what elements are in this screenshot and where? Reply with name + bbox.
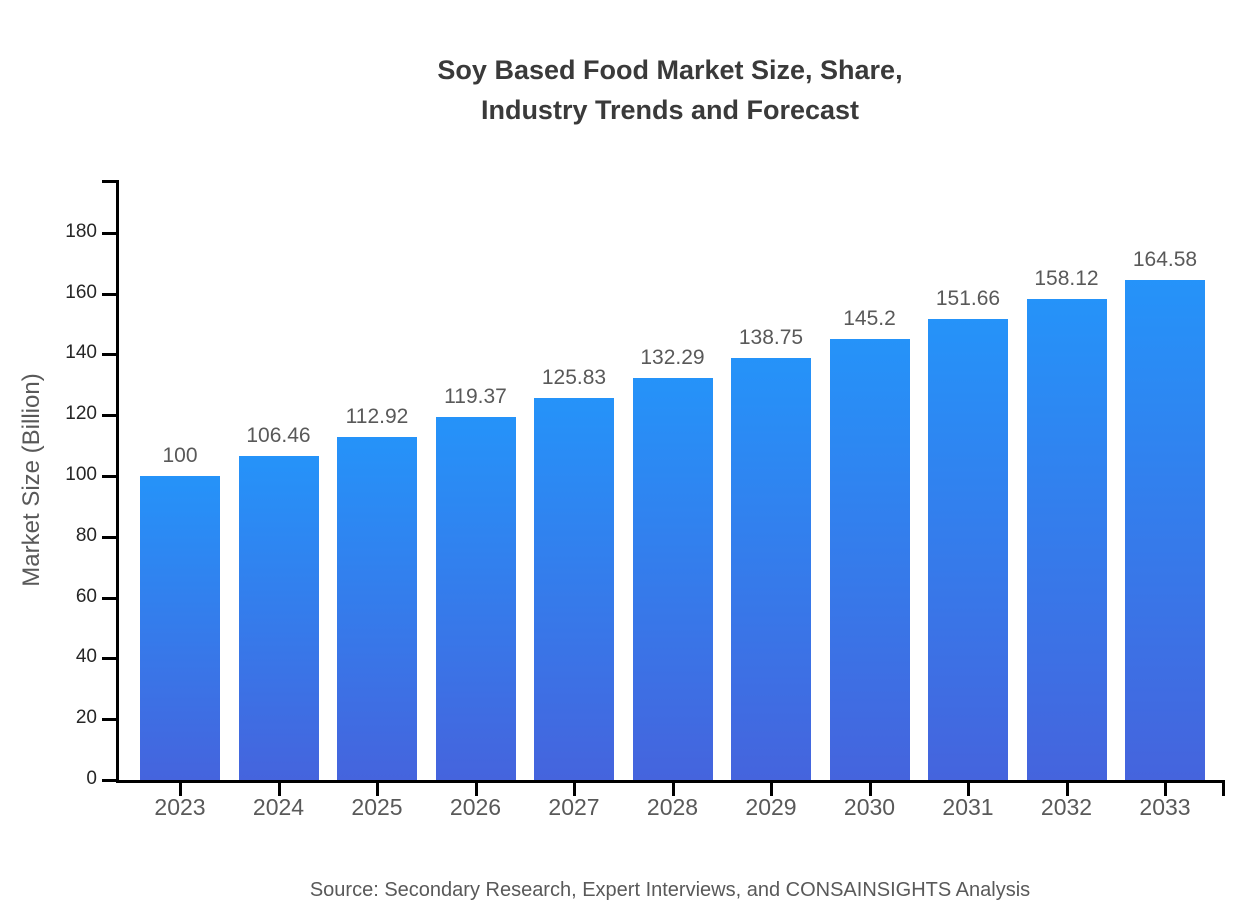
bar-2029 xyxy=(731,358,811,780)
y-axis-tick-label: 140 xyxy=(65,342,97,364)
x-axis-label-2031: 2031 xyxy=(942,794,994,820)
y-axis-tick xyxy=(102,535,116,539)
y-axis-tick-label: 100 xyxy=(65,464,97,486)
x-axis-tick xyxy=(770,783,773,796)
x-axis-label-2024: 2024 xyxy=(252,794,305,820)
x-axis-label-2033: 2033 xyxy=(1139,794,1191,820)
bar-2027 xyxy=(534,397,614,780)
bar-2032 xyxy=(1026,299,1107,780)
bar-2033 xyxy=(1125,279,1205,780)
bar-value-label-2029: 138.75 xyxy=(738,326,804,350)
y-axis-tick-label: 180 xyxy=(65,220,97,242)
bar-2028 xyxy=(632,377,713,780)
bar-2031 xyxy=(928,319,1008,780)
y-axis-tick xyxy=(102,231,116,235)
x-axis-tick xyxy=(376,783,379,796)
y-axis-tick xyxy=(102,414,116,418)
x-axis-label-2025: 2025 xyxy=(351,794,403,820)
y-axis-tick-label: 40 xyxy=(75,646,97,668)
x-axis-tick xyxy=(671,783,675,796)
bar-2026 xyxy=(435,417,516,780)
x-axis-end-cap xyxy=(1222,783,1225,796)
bar-2024 xyxy=(238,456,319,780)
y-axis-tick-label: 0 xyxy=(86,768,97,789)
x-axis-tick xyxy=(573,783,576,796)
y-axis-tick xyxy=(102,292,116,296)
bar-value-label-2026: 119.37 xyxy=(444,385,507,409)
chart-title-line1: Soy Based Food Market Size, Share, xyxy=(437,55,903,85)
bar-value-label-2033: 164.58 xyxy=(1132,247,1198,271)
x-axis-tick xyxy=(179,783,182,796)
x-axis-tick xyxy=(1164,783,1167,796)
y-axis-tick xyxy=(102,779,116,782)
bar-value-label-2023: 100 xyxy=(162,444,198,468)
x-axis-tick xyxy=(474,783,478,796)
bar-value-label-2030: 145.2 xyxy=(843,306,896,330)
chart-title-line2: Industry Trends and Forecast xyxy=(480,95,860,125)
y-axis-tick xyxy=(102,718,116,722)
x-axis-tick xyxy=(277,783,281,796)
x-axis-tick xyxy=(868,783,872,796)
bar-2023 xyxy=(140,476,220,780)
x-axis-tick xyxy=(1065,783,1069,796)
y-axis-tick-label: 20 xyxy=(75,707,97,729)
bar-value-label-2027: 125.83 xyxy=(541,365,607,389)
y-axis-tick xyxy=(102,475,116,479)
x-axis-label-2026: 2026 xyxy=(449,794,502,820)
plot-area: 0 20 40 60 80 100 120 140 160 180 100 2023 106.46 202… xyxy=(65,180,1225,820)
bar-2025 xyxy=(337,436,417,780)
y-axis-tick-label: 120 xyxy=(65,403,97,425)
bar-value-label-2031: 151.66 xyxy=(935,287,1001,311)
bar-value-label-2032: 158.12 xyxy=(1034,267,1099,291)
x-axis-label-2027: 2027 xyxy=(548,794,600,820)
bar-value-label-2028: 132.29 xyxy=(640,345,705,369)
y-axis-tick-label: 80 xyxy=(75,524,97,546)
y-axis-end-cap xyxy=(102,180,116,183)
y-axis-tick xyxy=(102,353,116,357)
x-axis-label-2028: 2028 xyxy=(646,794,699,820)
x-axis-label-2032: 2032 xyxy=(1040,794,1093,820)
bar-value-label-2025: 112.92 xyxy=(345,404,409,428)
y-axis-tick xyxy=(102,657,116,661)
x-axis-label-2030: 2030 xyxy=(843,794,896,820)
chart-title: Soy Based Food Market Size, Share, Indus… xyxy=(117,50,1223,130)
y-axis-tick-label: 160 xyxy=(65,281,97,303)
source-note: Source: Secondary Research, Expert Inter… xyxy=(309,879,1031,901)
x-axis-tick xyxy=(967,783,970,796)
bar-2030 xyxy=(829,338,910,780)
y-axis-tick-label: 60 xyxy=(75,585,97,607)
x-axis-label-2029: 2029 xyxy=(745,794,797,820)
y-axis-tick xyxy=(102,596,116,600)
x-axis-label-2023: 2023 xyxy=(154,794,206,820)
bar-value-label-2024: 106.46 xyxy=(246,424,311,448)
